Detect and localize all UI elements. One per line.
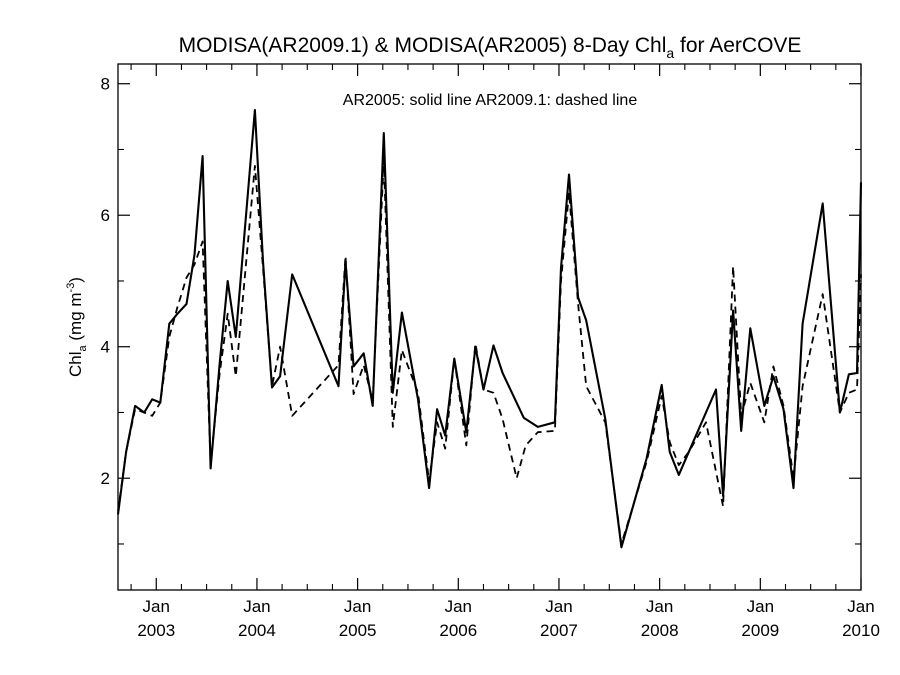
y-axis-title-exponent: -3: [65, 283, 77, 293]
y-tick-label: 8: [101, 75, 110, 94]
y-tick-label: 2: [101, 469, 110, 488]
x-tick-month-label: Jan: [243, 597, 270, 616]
x-tick-year-label: 2009: [741, 621, 779, 640]
y-axis-title-close: ): [66, 277, 85, 283]
x-tick-month-label: Jan: [545, 597, 572, 616]
x-tick-year-label: 2008: [641, 621, 679, 640]
chart-title: MODISA(AR2009.1) & MODISA(AR2005) 8-Day …: [179, 34, 802, 61]
x-tick-month-label: Jan: [143, 597, 170, 616]
x-tick-year-label: 2004: [238, 621, 276, 640]
x-tick-year-label: 2006: [439, 621, 477, 640]
y-axis-title: Chla (mg m-3): [65, 277, 89, 377]
x-tick-month-label: Jan: [847, 597, 874, 616]
plot-content: [116, 108, 863, 549]
x-tick-year-label: 2005: [339, 621, 377, 640]
x-tick-month-label: Jan: [646, 597, 673, 616]
chart-title-main: MODISA(AR2009.1) & MODISA(AR2005) 8-Day …: [179, 34, 667, 57]
y-axis-title-units: (mg m: [66, 292, 85, 345]
y-axis-title-subscript: a: [77, 344, 89, 351]
x-tick-month-label: Jan: [747, 597, 774, 616]
x-tick-year-label: 2003: [137, 621, 175, 640]
x-tick-year-label: 2007: [540, 621, 578, 640]
axes: 2 4 6 8 Jan 2003 Jan 2004 Jan 2005 Jan 2006 Jan 2007 J…: [101, 63, 880, 640]
series-ar2005-line: [116, 108, 863, 549]
x-tick-year-label: 2010: [842, 621, 880, 640]
chart-title-tail: for AerCOVE: [674, 34, 801, 57]
chart-annotation: AR2005: solid line AR2009.1: dashed line: [343, 92, 638, 109]
x-tick-month-label: Jan: [445, 597, 472, 616]
chart-title-subscript: a: [666, 45, 674, 61]
series-ar2009-1-line: [117, 158, 862, 545]
y-tick-label: 6: [101, 206, 110, 225]
y-axis-title-main: Chl: [66, 351, 85, 377]
y-tick-label: 4: [101, 338, 110, 357]
plot-frame: [117, 63, 862, 591]
x-tick-month-label: Jan: [344, 597, 371, 616]
